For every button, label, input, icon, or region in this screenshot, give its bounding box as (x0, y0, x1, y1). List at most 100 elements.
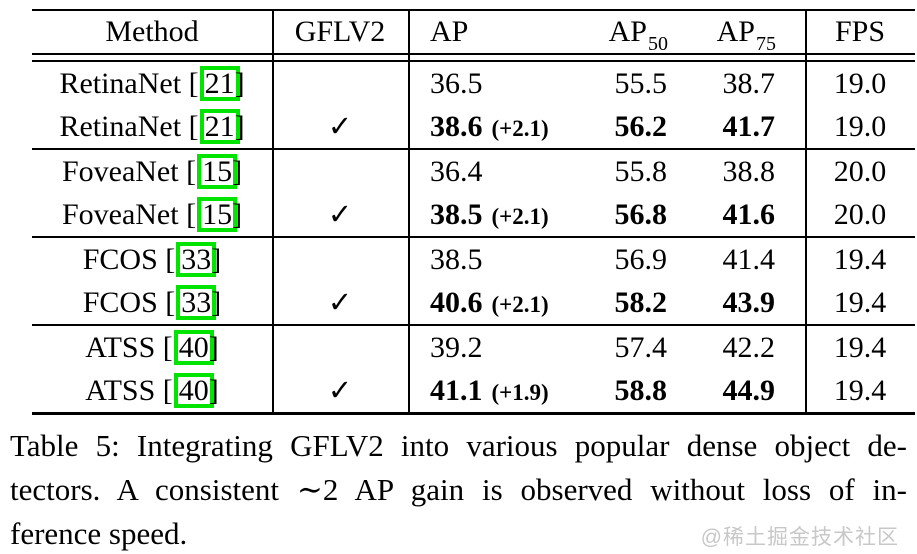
method-bracket-close: ] (232, 155, 243, 188)
ap-value: 39.2 (430, 330, 483, 364)
ap-value: 36.4 (430, 154, 483, 188)
method-name: RetinaNet [ (59, 67, 199, 100)
fps-value: 19.4 (833, 373, 887, 407)
table-section: RetinaNet [21] 36.5 55.5 38.7 19.0 Retin… (32, 62, 915, 150)
ap50-value: 58.8 (614, 373, 668, 407)
method-bracket-close: ] (234, 67, 245, 100)
table-body: RetinaNet [21] 36.5 55.5 38.7 19.0 Retin… (32, 62, 915, 415)
table-row: FoveaNet [15] 36.4 55.8 38.8 20.0 (32, 150, 915, 193)
ap50-value: 58.2 (614, 285, 668, 319)
caption-line-3: ference speed. (10, 516, 188, 551)
table-row: FCOS [33] 38.5 56.9 41.4 19.4 (32, 238, 915, 281)
method-name: RetinaNet [ (59, 110, 199, 143)
ap-cell: 38.5 (408, 243, 572, 277)
vertical-rule-method-gflv2 (272, 9, 274, 415)
table-row: RetinaNet [21] 36.5 55.5 38.7 19.0 (32, 62, 915, 105)
ap-cell: 36.5 (408, 67, 572, 101)
header-double-rule-gap (32, 55, 915, 62)
citation-box[interactable]: 40 (173, 373, 214, 408)
ap-gain: (+2.1) (491, 203, 549, 229)
ap-value: 40.6 (430, 285, 483, 319)
table-section: FoveaNet [15] 36.4 55.8 38.8 20.0 FoveaN… (32, 150, 915, 238)
gflv2-check: ✓ (327, 287, 353, 319)
table-row: FCOS [33] ✓ 40.6 (+2.1) 58.2 43.9 19.4 (32, 281, 915, 324)
method-bracket-close: ] (211, 243, 222, 276)
citation-box[interactable]: 15 (197, 154, 238, 189)
gflv2-cell: ✓ (272, 197, 408, 232)
ap-cell: 40.6 (+2.1) (408, 286, 572, 320)
ap-cell: 36.4 (408, 155, 572, 189)
ap-gain: (+2.1) (491, 291, 549, 317)
vertical-rule-gflv2-ap (408, 9, 410, 415)
gflv2-cell: ✓ (272, 373, 408, 408)
citation-box[interactable]: 21 (199, 66, 240, 101)
col-header-gflv2: GFLV2 (294, 15, 386, 48)
col-header-fps: FPS (834, 15, 886, 48)
ap-value: 41.1 (430, 373, 483, 407)
ap75-value: 38.8 (722, 154, 776, 188)
watermark: @稀土掘金技术社区 (700, 526, 899, 549)
ap-cell: 41.1 (+1.9) (408, 374, 572, 408)
gflv2-cell: ✓ (272, 109, 408, 144)
citation-box[interactable]: 33 (176, 242, 217, 277)
ap-gain: (+1.9) (491, 379, 549, 405)
ap50-value: 55.8 (614, 154, 668, 188)
table-header-row: Method GFLV2 AP AP50 AP75 FPS (32, 9, 915, 55)
ap-value: 36.5 (430, 66, 483, 100)
method-bracket-close: ] (232, 198, 243, 231)
table-row: FoveaNet [15] ✓ 38.5 (+2.1) 56.8 41.6 20.… (32, 193, 915, 236)
ap-value: 38.5 (430, 197, 483, 231)
ap-gain: (+2.1) (491, 115, 549, 141)
ap75-value: 38.7 (722, 66, 776, 100)
method-cell: FCOS [33] (32, 285, 272, 320)
fps-value: 19.0 (833, 109, 887, 143)
ap50-value: 56.2 (614, 109, 668, 143)
table-caption: Table 5: Integrating GFLV2 into various … (10, 424, 907, 554)
method-bracket-close: ] (234, 110, 245, 143)
method-cell: ATSS [40] (32, 330, 272, 365)
method-name: FCOS [ (82, 243, 176, 276)
fps-value: 19.0 (833, 66, 887, 100)
ap75-value: 41.4 (722, 242, 776, 276)
citation-box[interactable]: 15 (197, 197, 238, 232)
citation-box[interactable]: 33 (176, 285, 217, 320)
gflv2-cell: ✓ (272, 285, 408, 320)
col-header-ap: AP (430, 15, 469, 48)
caption-line-1: Table 5: Integrating GFLV2 into various … (10, 428, 907, 463)
gflv2-check: ✓ (327, 375, 353, 407)
col-header-method: Method (105, 15, 199, 48)
ap75-subscript: 75 (756, 33, 776, 55)
fps-value: 20.0 (833, 197, 887, 231)
ap75-value: 42.2 (722, 330, 776, 364)
citation-box[interactable]: 21 (199, 109, 240, 144)
method-name: ATSS [ (85, 331, 173, 364)
table-section: ATSS [40] 39.2 57.4 42.2 19.4 ATSS [40] … (32, 326, 915, 415)
ap75-value: 44.9 (722, 373, 776, 407)
gflv2-check: ✓ (327, 199, 353, 231)
method-cell: FoveaNet [15] (32, 197, 272, 232)
ap50-value: 57.4 (614, 330, 668, 364)
results-table: Method GFLV2 AP AP50 AP75 FPS RetinaNet … (32, 9, 915, 415)
method-name: ATSS [ (85, 374, 173, 407)
ap75-value: 41.6 (722, 197, 776, 231)
table-row: ATSS [40] 39.2 57.4 42.2 19.4 (32, 326, 915, 369)
method-cell: RetinaNet [21] (32, 109, 272, 144)
method-name: FCOS [ (82, 286, 176, 319)
ap50-value: 56.9 (614, 242, 668, 276)
col-header-ap75: AP75 (716, 15, 776, 55)
gflv2-check: ✓ (327, 111, 353, 143)
method-cell: ATSS [40] (32, 373, 272, 408)
citation-box[interactable]: 40 (173, 330, 214, 365)
ap-value: 38.5 (430, 242, 483, 276)
method-bracket-close: ] (211, 286, 222, 319)
ap-cell: 39.2 (408, 331, 572, 365)
caption-line-2: tectors. A consistent ∼2 AP gain is obse… (10, 472, 907, 507)
table-row: ATSS [40] ✓ 41.1 (+1.9) 58.8 44.9 19.4 (32, 369, 915, 412)
col-header-ap50: AP50 (608, 15, 668, 55)
ap-value: 38.6 (430, 109, 483, 143)
fps-value: 20.0 (833, 154, 887, 188)
method-bracket-close: ] (208, 374, 219, 407)
method-bracket-close: ] (208, 331, 219, 364)
vertical-rule-ap75-fps (805, 9, 807, 415)
